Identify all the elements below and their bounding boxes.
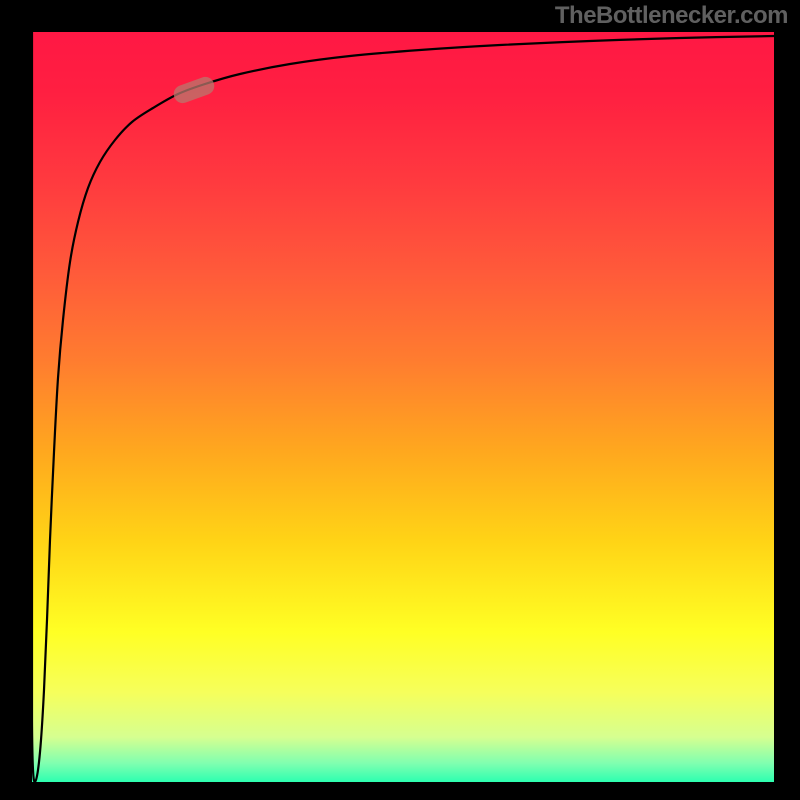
attribution-label: TheBottlenecker.com — [555, 2, 788, 30]
gradient-background — [32, 32, 774, 782]
chart-container: TheBottlenecker.com — [0, 0, 800, 800]
plot-area — [32, 32, 774, 782]
